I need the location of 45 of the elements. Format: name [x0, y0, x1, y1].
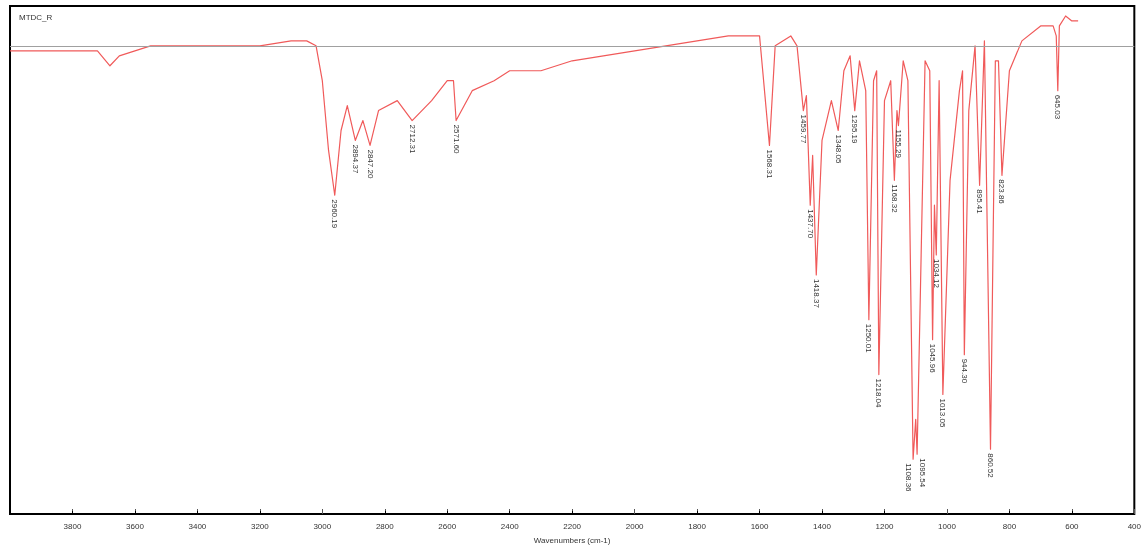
x-tick-label: 600 — [1065, 521, 1080, 531]
annotation: 2894.37 — [350, 144, 360, 174]
annotation: 1348.05 — [833, 134, 843, 164]
annotation: 860.52 — [986, 453, 995, 479]
x-tick-label: 400 — [1127, 521, 1142, 531]
annotation: 1168.32 — [889, 184, 899, 214]
x-tick-label: 1000 — [938, 521, 957, 531]
x-tick-label: 3200 — [250, 521, 270, 531]
x-tick-label: 3600 — [126, 521, 145, 531]
annotation: 645.03 — [1053, 94, 1063, 120]
annotation: 2712.31 — [407, 124, 417, 155]
annotation: 1108.36 — [903, 463, 913, 493]
annotation: 1459.77 — [798, 114, 808, 145]
x-tick-label: 1600 — [750, 521, 769, 531]
annotation: 944.30 — [959, 358, 969, 384]
x-tick-label: 2000 — [625, 521, 645, 531]
x-tick-label: 1200 — [875, 521, 894, 531]
x-tick-label: 2400 — [500, 521, 520, 531]
x-axis-title: Wavenumbers (cm-1) — [533, 535, 611, 545]
x-tick-label: 3400 — [188, 521, 207, 531]
annotation: 823.86 — [997, 179, 1007, 205]
x-tick-label: 2800 — [375, 521, 395, 531]
x-tick-label: 1800 — [688, 521, 707, 531]
annotation: 1155.29 — [893, 129, 903, 159]
x-tick-label: 2600 — [438, 521, 457, 531]
annotation: 1437.70 — [805, 209, 815, 239]
annotation: 1013.05 — [938, 398, 948, 428]
annotation: 1095.54 — [917, 458, 927, 488]
annotation: 1218.04 — [874, 378, 884, 409]
annotation: 1034.12 — [931, 259, 941, 289]
annotation: 1568.31 — [764, 149, 774, 179]
annotation: 1250.01 — [864, 323, 874, 354]
x-tick-label: 2200 — [563, 521, 582, 531]
annotation: 1295.19 — [850, 114, 860, 145]
x-tick-label: 3000 — [313, 521, 332, 531]
annotation: 2960.19 — [330, 199, 340, 229]
x-tick-label: 1400 — [813, 521, 832, 531]
x-tick-label: 3800 — [63, 521, 82, 531]
annotation: 1418.37 — [811, 278, 821, 309]
annotation: 2571.60 — [451, 124, 461, 155]
annotation: 2847.20 — [365, 149, 375, 179]
x-tick-label: 800 — [1002, 521, 1017, 531]
chart-title: MTDC_R — [19, 12, 53, 22]
annotation: 1045.96 — [928, 343, 938, 374]
annotation: 895.41 — [975, 189, 985, 215]
